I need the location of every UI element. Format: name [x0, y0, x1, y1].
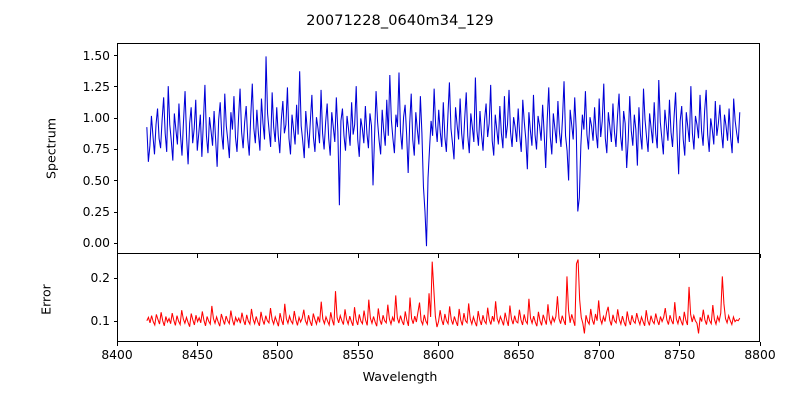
x-tick-mark: [518, 254, 520, 258]
x-tick-mark: [679, 254, 681, 258]
y-tick-label: 1.00: [82, 111, 110, 126]
y-axis-label-spectrum: Spectrum: [43, 117, 59, 180]
y-tick-label: 0.00: [82, 236, 110, 251]
y-tick-mark: [113, 117, 117, 119]
x-tick-label: 8600: [422, 348, 455, 362]
x-tick-label: 8450: [181, 348, 214, 362]
x-tick-mark: [598, 254, 600, 258]
y-tick-mark: [113, 180, 117, 182]
y-tick-label: 1.25: [82, 79, 110, 94]
y-tick-mark: [113, 86, 117, 88]
page-title: 20071228_0640m34_129: [306, 13, 494, 29]
spectrum-series-canvas: [146, 56, 741, 247]
y-axis-label-error: Error: [38, 284, 54, 315]
error-plot-panel[interactable]: [117, 253, 760, 342]
x-tick-mark: [438, 342, 440, 346]
x-tick-label: 8500: [262, 348, 294, 362]
y-tick-mark: [113, 242, 117, 244]
y-tick-mark: [113, 277, 117, 279]
y-tick-label: 0.1: [90, 314, 110, 329]
spectrum-plot-panel[interactable]: [117, 43, 760, 254]
y-tick-mark: [113, 148, 117, 151]
x-tick-mark: [357, 254, 359, 258]
x-tick-mark: [518, 342, 520, 346]
error-line: [146, 259, 741, 334]
x-tick-mark: [438, 254, 440, 258]
x-axis-label-wavelength: Wavelength: [362, 369, 438, 384]
x-tick-mark: [116, 342, 118, 346]
x-tick-mark: [277, 342, 279, 346]
x-tick-mark: [357, 342, 359, 346]
x-tick-label: 8750: [663, 348, 696, 362]
y-tick-mark: [113, 320, 117, 322]
x-tick-label: 8550: [342, 348, 374, 362]
x-tick-mark: [277, 254, 279, 258]
x-tick-label: 8400: [101, 348, 133, 362]
x-tick-mark: [196, 342, 198, 346]
y-tick-mark: [113, 55, 117, 57]
y-tick-label: 0.50: [82, 173, 110, 188]
x-tick-mark: [679, 342, 681, 346]
x-tick-mark: [598, 342, 600, 346]
x-tick-mark: [116, 254, 118, 258]
x-tick-mark: [196, 254, 198, 258]
spectrum-line: [146, 56, 741, 247]
y-tick-label: 0.25: [82, 205, 110, 220]
x-tick-label: 8700: [583, 348, 615, 362]
x-tick-label: 8800: [744, 348, 776, 362]
x-tick-mark: [759, 342, 761, 346]
y-tick-label: 0.2: [90, 271, 110, 286]
y-tick-mark: [113, 211, 117, 213]
x-tick-mark: [759, 254, 761, 258]
x-tick-label: 8650: [503, 348, 535, 362]
error-series-canvas: [146, 259, 741, 334]
y-tick-label: 0.75: [82, 142, 110, 157]
y-tick-label: 1.50: [82, 48, 110, 63]
